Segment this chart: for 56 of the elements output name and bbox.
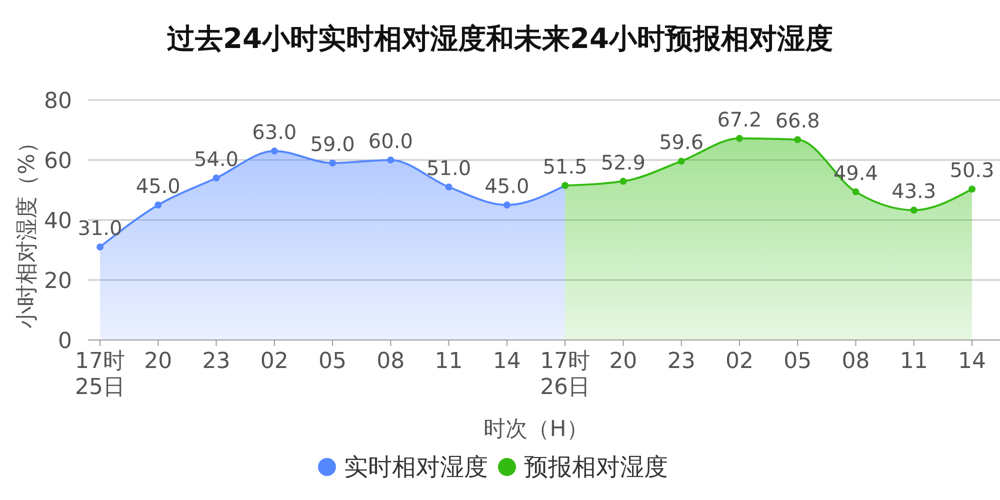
data-label: 59.6	[659, 130, 704, 154]
point	[852, 188, 860, 196]
point	[96, 244, 104, 250]
x-tick-label: 02	[260, 349, 288, 374]
point	[736, 134, 743, 142]
y-tick-label: 20	[44, 269, 72, 294]
y-axis-title: 小时相对湿度（%）	[15, 132, 40, 328]
x-tick-label: 05	[318, 349, 347, 374]
x-tick-label: 11	[900, 349, 928, 374]
data-label: 31.0	[78, 216, 122, 240]
point	[910, 206, 918, 214]
point	[620, 178, 627, 185]
x-tick-label: 08	[842, 349, 870, 374]
point	[794, 136, 802, 144]
data-label: 54.0	[194, 147, 239, 171]
point	[503, 202, 510, 208]
x-tick-label: 05	[784, 349, 812, 374]
point	[270, 148, 278, 154]
data-label: 50.3	[950, 158, 994, 182]
y-tick-label: 0	[58, 329, 72, 354]
x-axis-title: 时次（H）	[484, 417, 588, 442]
data-label: 51.5	[542, 154, 588, 178]
chart-title: 过去24小时实时相对湿度和未来24小时预报相对湿度	[166, 22, 833, 55]
x-tick-label: 23	[667, 349, 696, 374]
x-tick-label: 14	[958, 349, 986, 374]
data-label: 63.0	[252, 120, 297, 144]
x-tick-label: 23	[202, 349, 230, 374]
x-tick-label: 17时 25日	[75, 349, 125, 400]
data-label: 60.0	[368, 129, 413, 153]
x-tick-label: 14	[492, 349, 521, 374]
data-label: 67.2	[717, 107, 762, 132]
legend-label: 预报相对湿度	[524, 453, 668, 481]
point	[968, 186, 976, 193]
point	[212, 174, 220, 182]
y-tick-label: 80	[44, 89, 72, 114]
point	[154, 202, 162, 208]
x-tick-label: 02	[725, 349, 754, 374]
x-tick-label: 20	[609, 349, 638, 374]
x-tick-label: 08	[376, 349, 405, 374]
y-tick-label: 40	[44, 209, 72, 234]
y-tick-label: 60	[44, 149, 72, 174]
legend-label: 实时相对湿度	[344, 453, 488, 481]
point	[329, 160, 336, 166]
x-tick-label: 11	[434, 349, 463, 374]
data-label: 66.8	[775, 108, 820, 133]
point	[678, 158, 685, 165]
point	[445, 184, 452, 190]
data-label: 45.0	[484, 174, 530, 198]
x-tick-label: 17时 26日	[540, 349, 590, 400]
data-label: 45.0	[136, 174, 180, 198]
point	[387, 156, 394, 164]
data-label: 51.0	[426, 156, 472, 180]
data-label: 43.3	[892, 179, 936, 204]
data-label: 59.0	[310, 132, 355, 156]
x-tick-label: 20	[144, 349, 172, 374]
data-label: 52.9	[600, 150, 646, 174]
